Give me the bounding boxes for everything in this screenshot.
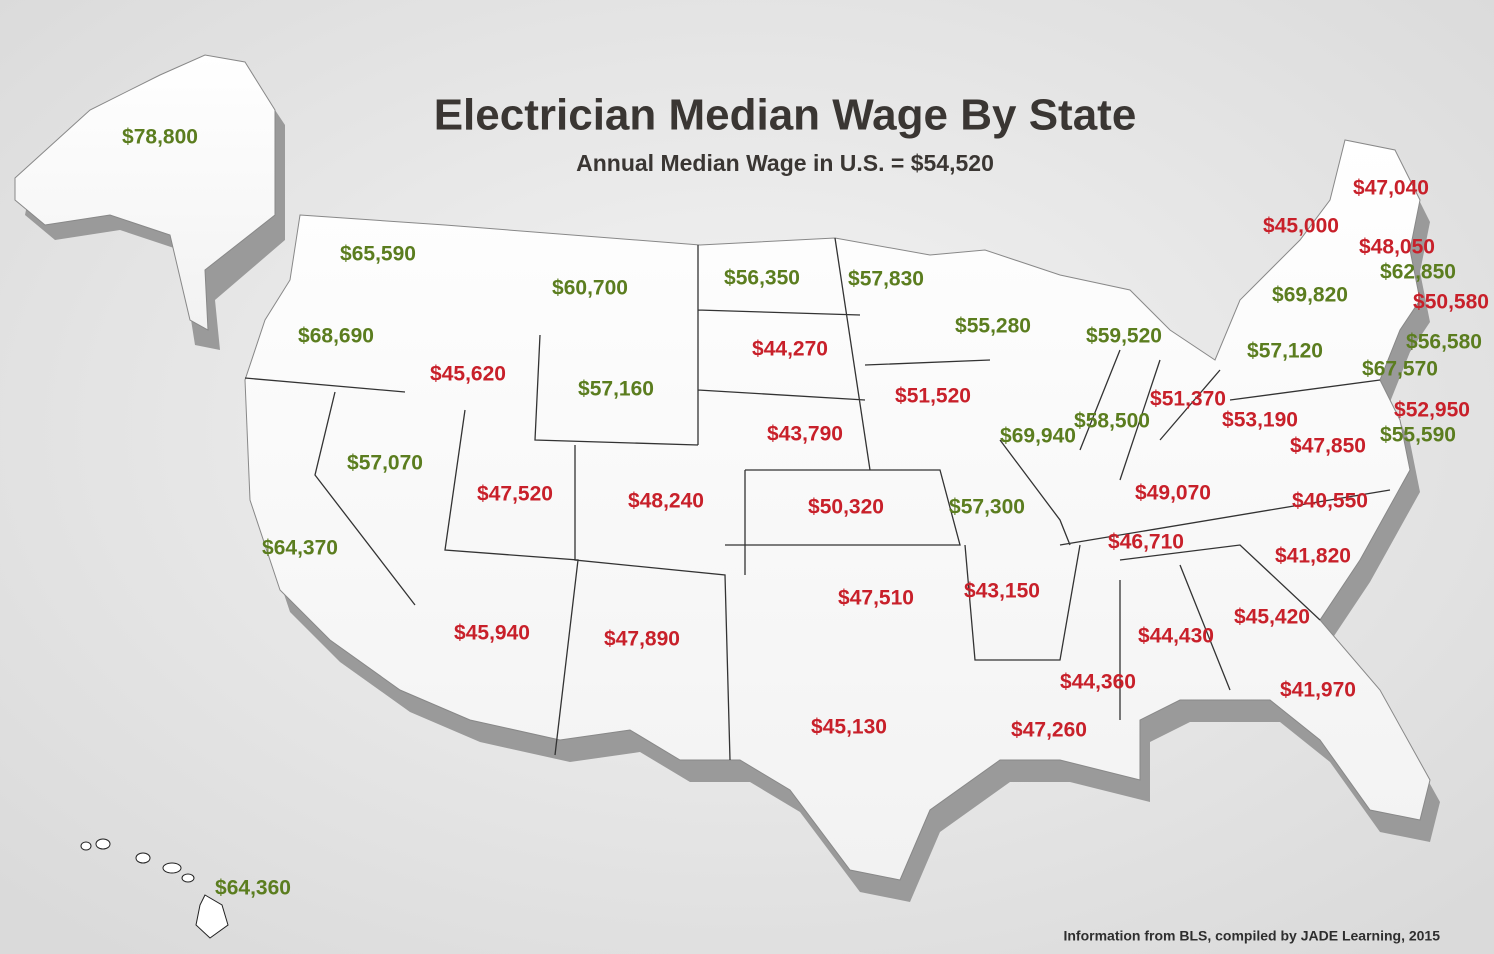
wage-label: $47,520: [477, 483, 553, 506]
wage-label: $64,360: [215, 877, 291, 900]
state-borders: [244, 237, 1391, 761]
wage-label: $45,940: [454, 622, 530, 645]
wage-label: $43,790: [767, 423, 843, 446]
wage-label: $52,950: [1394, 399, 1470, 422]
source: Information from BLS, compiled by JADE L…: [1063, 928, 1440, 944]
wage-label: $69,940: [1000, 425, 1076, 448]
wage-label: $47,260: [1011, 719, 1087, 742]
wage-label: $60,700: [552, 277, 628, 300]
wage-label: $45,420: [1234, 606, 1310, 629]
wage-label: $46,710: [1108, 531, 1184, 554]
wage-label: $57,120: [1247, 340, 1323, 363]
wage-label: $41,820: [1275, 545, 1351, 568]
wage-label: $47,850: [1290, 435, 1366, 458]
title: Electrician Median Wage By State: [434, 91, 1137, 140]
wage-label: $49,070: [1135, 482, 1211, 505]
wage-label: $59,520: [1086, 325, 1162, 348]
wage-label: $51,370: [1150, 388, 1226, 411]
wage-label: $50,320: [808, 496, 884, 519]
wage-label: $45,620: [430, 363, 506, 386]
wage-label: $47,890: [604, 628, 680, 651]
wage-label: $40,550: [1292, 490, 1368, 513]
wage-label: $51,520: [895, 385, 971, 408]
wage-label: $56,350: [724, 267, 800, 290]
wage-label: $57,070: [347, 452, 423, 475]
hawaii: [80, 838, 229, 939]
wage-label: $64,370: [262, 537, 338, 560]
wage-label: $53,190: [1222, 409, 1298, 432]
wage-label: $47,040: [1353, 177, 1429, 200]
wage-labels: $78,800 $65,590 $60,700 $56,350 $57,830 $68,6…: [122, 126, 1489, 900]
wage-label: $43,150: [964, 580, 1040, 603]
wage-label: $44,270: [752, 338, 828, 361]
wage-label: $48,240: [628, 490, 704, 513]
wage-label: $45,000: [1263, 215, 1339, 238]
wage-label: $45,130: [811, 716, 887, 739]
wage-label: $78,800: [122, 126, 198, 149]
wage-label: $44,430: [1138, 625, 1214, 648]
wage-label: $50,580: [1413, 291, 1489, 314]
subtitle: Annual Median Wage in U.S. = $54,520: [576, 150, 994, 176]
wage-label: $69,820: [1272, 284, 1348, 307]
wage-label: $67,570: [1362, 358, 1438, 381]
wage-label: $48,050: [1359, 236, 1435, 259]
alaska: [14, 54, 285, 350]
wage-label: $57,160: [578, 378, 654, 401]
wage-label: $62,850: [1380, 261, 1456, 284]
wage-label: $55,280: [955, 315, 1031, 338]
usa-mainland: [244, 139, 1431, 881]
wage-label: $55,590: [1380, 424, 1456, 447]
wage-label: $57,300: [949, 496, 1025, 519]
wage-label: $47,510: [838, 587, 914, 610]
wage-label: $57,830: [848, 268, 924, 291]
wage-label: $41,970: [1280, 679, 1356, 702]
wage-label: $65,590: [340, 243, 416, 266]
wage-label: $44,360: [1060, 671, 1136, 694]
wage-label: $58,500: [1074, 410, 1150, 433]
wage-label: $56,580: [1406, 331, 1482, 354]
wage-label: $68,690: [298, 325, 374, 348]
